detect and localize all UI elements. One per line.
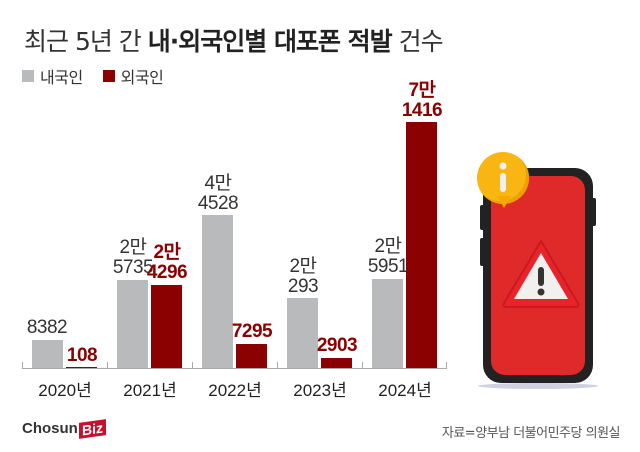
axis-tick [446,362,447,369]
info-badge-icon [477,152,529,208]
value-domestic-2023: 2만 293 [287,256,319,297]
bar-chart: 8382 108 2만 5735 2만 4296 4만 4528 7295 2만 293… [22,80,447,400]
value-foreign-2020: 108 [66,345,98,366]
axis-tick [362,362,363,369]
value-domestic-2024: 2만 5951 [367,236,409,277]
legend-swatch-foreign [102,70,115,82]
legend-swatch-domestic [22,70,34,82]
axis-tick [107,362,108,369]
x-label-2021: 2021년 [123,381,177,400]
value-foreign-2023: 2903 [316,335,358,356]
bar-foreign-2024 [406,122,437,368]
title-suffix: 건수 [391,27,444,56]
axis-tick [22,362,23,369]
bar-foreign-2021 [151,285,182,368]
x-label-2022: 2022년 [208,381,262,400]
legend-label-domestic: 내국인 [40,68,83,87]
chosunbiz-logo: Chosun Biz [22,418,106,439]
source-note: 자료=양부남 더불어민주당 의원실 [441,426,621,441]
value-domestic-2020: 8382 [26,317,68,338]
legend: 내국인 외국인 [22,64,164,88]
bar-domestic-2023 [287,298,318,368]
bar-foreign-2022 [236,344,267,368]
value-foreign-2021: 2만 4296 [146,242,188,283]
x-label-2020: 2020년 [38,381,92,400]
phone-side-button [591,198,596,226]
value-domestic-2022: 4만 4528 [197,173,239,214]
bar-foreign-2020 [66,367,97,368]
axis-tick [192,362,193,369]
bar-foreign-2023 [321,358,352,368]
phone-shadow [478,383,598,389]
bar-domestic-2022 [202,215,233,368]
x-label-2024: 2024년 [378,381,432,400]
title-bold: 내·외국인별 대포폰 적발 [147,27,393,56]
axis-tick [277,362,278,369]
chart-title: 최근 5년 간 내·외국인별 대포폰 적발 건수 [24,22,444,58]
logo-text: Chosun [22,420,78,437]
value-domestic-2021: 2만 5735 [112,237,154,278]
phone-side-button [480,238,485,266]
bar-domestic-2024 [372,279,403,368]
warning-triangle-icon [502,240,580,308]
value-foreign-2024: 7만 1416 [401,80,443,121]
x-label-2023: 2023년 [293,381,347,400]
logo-badge: Biz [78,418,106,439]
value-foreign-2022: 7295 [231,321,273,342]
title-prefix: 최근 5년 간 [24,27,148,56]
phone-side-button [480,205,485,230]
bar-domestic-2021 [117,280,148,368]
legend-label-foreign: 외국인 [120,68,164,87]
x-axis [22,368,447,369]
bar-domestic-2020 [32,340,63,368]
